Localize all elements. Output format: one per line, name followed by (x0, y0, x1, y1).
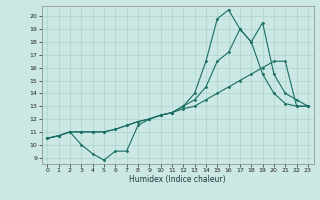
X-axis label: Humidex (Indice chaleur): Humidex (Indice chaleur) (129, 175, 226, 184)
